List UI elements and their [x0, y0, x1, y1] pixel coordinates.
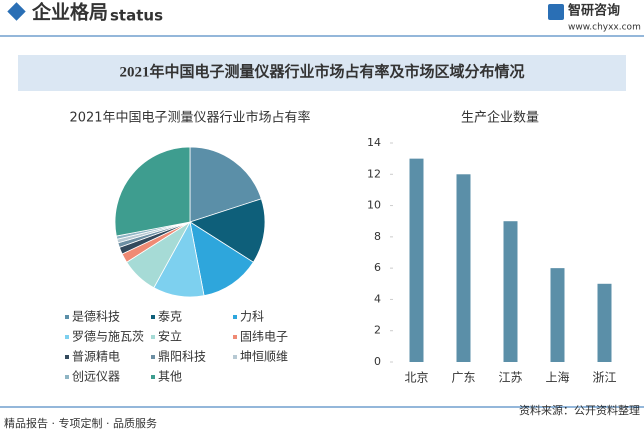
legend-label: 固纬电子	[240, 330, 288, 344]
bar	[597, 283, 612, 362]
header-watermark: status	[110, 7, 163, 25]
x-tick-label: 北京	[404, 371, 428, 385]
pie-slice	[189, 198, 266, 263]
bar	[456, 174, 471, 362]
bar-title: 生产企业数量	[461, 110, 539, 126]
legend-label: 安立	[158, 329, 182, 344]
legend-marker	[65, 335, 69, 339]
legend-marker	[233, 355, 237, 359]
y-tick-label: 2	[374, 324, 381, 337]
y-tick-label: 14	[367, 136, 381, 149]
x-tick-label: 广东	[451, 371, 475, 385]
pie-slice	[189, 146, 262, 223]
legend-marker	[151, 335, 155, 339]
legend-marker	[233, 335, 237, 339]
logo-url: www.chyxx.com	[568, 23, 641, 33]
bar	[550, 268, 565, 362]
x-tick-label: 上海	[545, 370, 569, 385]
y-tick-label: 12	[367, 167, 381, 180]
x-tick-label: 浙江	[592, 371, 616, 385]
legend-marker	[151, 355, 155, 359]
pie-slice	[114, 146, 191, 237]
legend-label: 是德科技	[72, 309, 120, 324]
footer-source: 资料来源：公开资料整理	[519, 403, 640, 417]
legend-marker	[151, 315, 155, 319]
y-tick-label: 4	[374, 292, 381, 305]
logo-icon	[548, 4, 564, 20]
legend-marker	[65, 315, 69, 319]
legend-label: 力科	[240, 310, 264, 324]
legend-label: 鼎阳科技	[158, 350, 206, 364]
y-tick-label: 0	[374, 355, 381, 368]
header-title: 企业格局	[31, 1, 108, 24]
y-tick-label: 6	[374, 261, 381, 274]
legend-label: 其他	[158, 370, 182, 384]
legend-label: 罗德与施瓦茨	[72, 329, 144, 344]
banner-title: 2021年中国电子测量仪器行业市场占有率及市场区域分布情况	[119, 62, 524, 80]
bar	[409, 158, 424, 362]
legend-marker	[65, 355, 69, 359]
pie-slice	[189, 221, 254, 297]
x-tick-label: 江苏	[498, 371, 522, 385]
pie-title: 2021年中国电子测量仪器行业市场占有率	[69, 110, 310, 126]
y-tick-label: 8	[374, 230, 381, 243]
header-icon	[7, 2, 26, 21]
legend-label: 泰克	[158, 310, 182, 324]
legend-label: 普源精电	[72, 350, 120, 364]
footer-services: 精品报告 · 专项定制 · 品质服务	[4, 416, 157, 430]
legend-label: 坤恒顺维	[240, 349, 288, 364]
legend-marker	[151, 375, 155, 379]
banner	[18, 55, 626, 91]
legend-marker	[65, 375, 69, 379]
legend-label: 创远仪器	[72, 370, 120, 384]
logo: 智研咨询	[568, 3, 620, 19]
bar	[503, 221, 518, 362]
y-tick-label: 10	[367, 199, 381, 212]
legend-marker	[233, 315, 237, 319]
